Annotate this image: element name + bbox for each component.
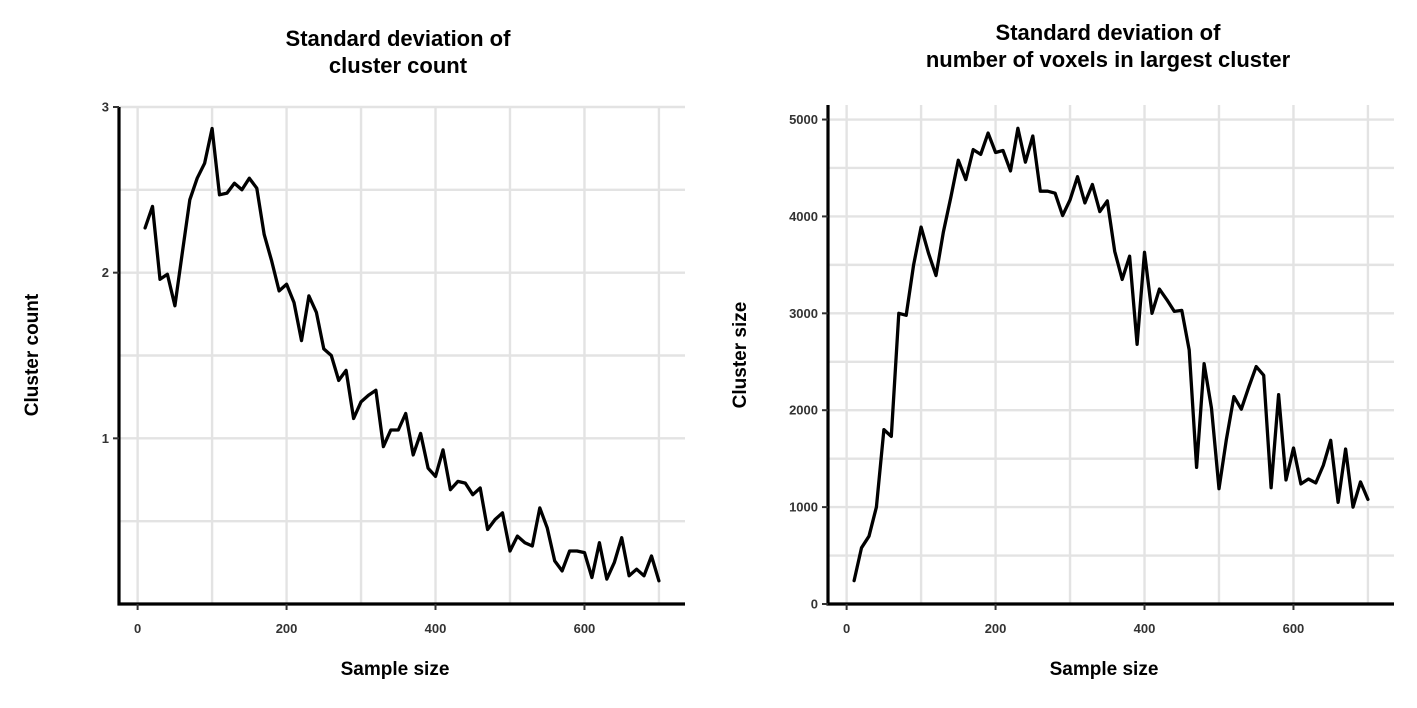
y-tick-label: 2000	[789, 403, 818, 418]
panel-largest-cluster-size: 0 1000 2000 3000 4000 5000 0 200 400 600 Standard …	[730, 20, 1394, 680]
chart-title-line: number of voxels in largest cluster	[926, 47, 1291, 72]
y-axis-title: Cluster count	[22, 293, 43, 416]
x-axis-title: Sample size	[341, 659, 450, 680]
series-line	[143, 126, 661, 583]
chart-title-line: Standard deviation of	[286, 26, 512, 51]
y-axis-title: Cluster size	[730, 302, 751, 409]
chart-title-line: cluster count	[329, 53, 468, 78]
y-tick-label: 0	[811, 597, 818, 612]
y-tick-label: 1000	[789, 500, 818, 515]
x-axis-title: Sample size	[1050, 659, 1159, 680]
x-tick-label: 400	[1134, 621, 1156, 636]
x-tick-label: 0	[843, 621, 850, 636]
x-tick-label: 600	[574, 621, 596, 636]
grid	[828, 105, 1394, 606]
grid	[119, 105, 685, 604]
x-tick-label: 200	[276, 621, 298, 636]
y-tick-label: 5000	[789, 112, 818, 127]
chart-title-line: Standard deviation of	[996, 20, 1222, 45]
x-tick-label: 0	[134, 621, 141, 636]
x-tick-label: 200	[985, 621, 1007, 636]
series-line	[852, 126, 1370, 583]
panel-cluster-count: 1 2 3 0 200 400 600 Standard deviation ofcluste…	[22, 26, 685, 680]
y-tick-label: 3	[102, 100, 109, 115]
y-tick-label: 2	[102, 265, 109, 280]
y-tick-label: 4000	[789, 209, 818, 224]
x-tick-label: 400	[425, 621, 447, 636]
y-tick-label: 1	[102, 431, 109, 446]
y-tick-label: 3000	[789, 306, 818, 321]
x-tick-label: 600	[1283, 621, 1305, 636]
